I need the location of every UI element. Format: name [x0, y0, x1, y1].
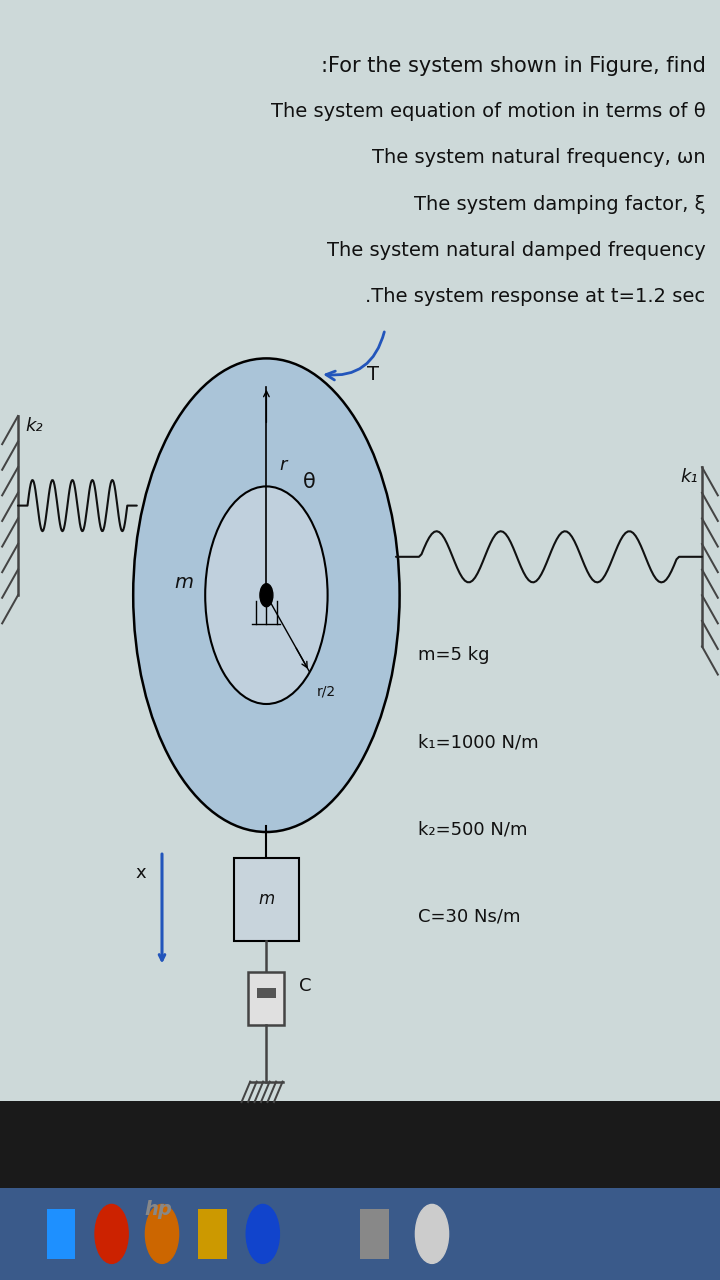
Text: r: r: [279, 456, 287, 474]
Circle shape: [95, 1204, 128, 1263]
Text: The system equation of motion in terms of θ: The system equation of motion in terms o…: [271, 102, 706, 122]
Text: k₁=1000 N/m: k₁=1000 N/m: [418, 733, 539, 751]
Text: C=30 Ns/m: C=30 Ns/m: [418, 908, 520, 925]
Bar: [256, 988, 276, 998]
Bar: [47, 1208, 76, 1260]
Text: The system natural frequency, ωn: The system natural frequency, ωn: [372, 148, 706, 168]
Bar: [198, 1208, 227, 1260]
Text: m: m: [258, 890, 274, 909]
Text: .The system response at t=1.2 sec: .The system response at t=1.2 sec: [366, 287, 706, 306]
Text: k₁: k₁: [681, 468, 698, 486]
Circle shape: [260, 584, 273, 607]
Text: θ: θ: [303, 471, 316, 492]
Text: x: x: [135, 864, 146, 882]
Text: :For the system shown in Figure, find: :For the system shown in Figure, find: [320, 56, 706, 77]
Text: k₂: k₂: [25, 417, 42, 435]
Text: k₂=500 N/m: k₂=500 N/m: [418, 820, 527, 838]
Text: The system damping factor, ξ: The system damping factor, ξ: [414, 195, 706, 214]
Text: hp: hp: [145, 1201, 172, 1219]
Circle shape: [133, 358, 400, 832]
Circle shape: [145, 1204, 179, 1263]
Text: m=5 kg: m=5 kg: [418, 646, 489, 664]
Bar: [248, 972, 284, 1025]
Text: m: m: [174, 573, 193, 591]
Circle shape: [415, 1204, 449, 1263]
Text: C: C: [299, 977, 311, 995]
FancyArrowPatch shape: [326, 332, 384, 380]
Bar: [234, 858, 299, 941]
Bar: [360, 1208, 389, 1260]
Bar: [0, 1188, 720, 1280]
Text: r/2: r/2: [317, 684, 336, 698]
Circle shape: [246, 1204, 279, 1263]
Circle shape: [205, 486, 328, 704]
Text: The system natural damped frequency: The system natural damped frequency: [327, 241, 706, 260]
Text: T: T: [367, 365, 379, 384]
